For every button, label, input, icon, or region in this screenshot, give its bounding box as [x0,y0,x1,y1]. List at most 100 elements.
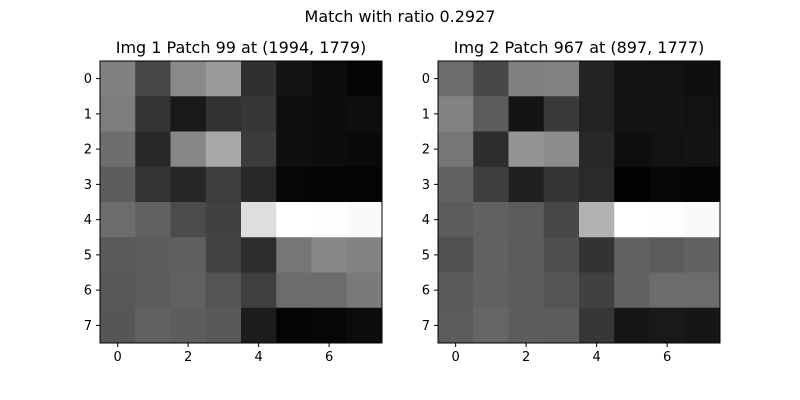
heatmap-cell [346,166,383,203]
heatmap-cell [100,96,136,132]
heatmap-cell [438,96,474,132]
heatmap-cell [614,131,650,168]
y-tick-label: 5 [422,248,430,263]
heatmap-cell [100,202,136,238]
heatmap-cell [684,131,721,168]
heatmap-cell [205,237,242,273]
heatmap-cell [135,202,171,238]
heatmap-cell [473,237,509,273]
heatmap-cell [543,61,580,97]
heatmap-cell [276,131,312,168]
heatmap-cell [276,202,312,238]
heatmap-cell [205,202,242,238]
x-tick-label: 4 [592,350,600,365]
heatmap-cell [614,61,650,97]
x-tick-label: 6 [663,350,671,365]
x-tick-label: 2 [184,350,192,365]
y-tick-label: 2 [422,143,430,158]
heatmap-cell [100,131,136,168]
heatmap-cell [508,61,545,97]
y-tick-label: 3 [422,178,430,193]
heatmap-cell [543,272,580,309]
x-tick-label: 4 [254,350,262,365]
panel-title: Img 1 Patch 99 at (1994, 1779) [116,38,367,57]
heatmap-cell [100,307,136,344]
heatmap-cell [135,166,171,203]
y-tick-label: 0 [84,72,92,87]
heatmap-cell [579,202,615,238]
axes-frame [437,60,721,344]
heatmap-cell [205,61,242,97]
heatmap-cell [311,237,348,273]
heatmap-cell [614,307,650,344]
heatmap-cell [276,237,312,273]
heatmap-cell [241,202,277,238]
y-tick-label: 6 [422,284,430,299]
heatmap-cell [473,131,509,168]
heatmap-cell [684,96,721,132]
heatmap-cell [276,272,312,309]
heatmap-cell [205,166,242,203]
heatmap-cell [508,272,545,309]
heatmap-cell [241,166,277,203]
heatmap-cell [473,61,509,97]
heatmap-cell [684,237,721,273]
heatmap-cell [135,307,171,344]
y-tick-label: 7 [84,319,92,334]
heatmap-cell [170,202,207,238]
heatmap-cell [438,202,474,238]
heatmap-cell [579,307,615,344]
heatmap-cell [508,202,545,238]
heatmap-cell [276,166,312,203]
y-tick-label: 7 [422,319,430,334]
x-tick-label: 0 [451,350,459,365]
heatmap-cell [100,166,136,203]
heatmap-cell [438,307,474,344]
y-tick-label: 4 [84,213,92,228]
heatmap-cell [684,166,721,203]
heatmap-cell [473,96,509,132]
heatmap-cell [438,61,474,97]
heatmap-cell [579,131,615,168]
heatmap-cell [205,272,242,309]
heatmap-cell [543,96,580,132]
y-tick-label: 1 [422,107,430,122]
heatmap-cell [438,131,474,168]
heatmap-cell [543,237,580,273]
heatmap-cell [508,96,545,132]
y-tick-label: 1 [84,107,92,122]
heatmap-cell [241,237,277,273]
heatmap-cell [241,61,277,97]
heatmap-cell [543,202,580,238]
heatmap-cell [241,131,277,168]
heatmap-cell [614,237,650,273]
heatmap-cell [579,237,615,273]
heatmap-cell [241,96,277,132]
heatmap-cell [205,96,242,132]
heatmap-cell [311,61,348,97]
panel-title: Img 2 Patch 967 at (897, 1777) [454,38,705,57]
heatmap-cell [170,237,207,273]
y-tick-label: 2 [84,143,92,158]
heatmap-cell [614,272,650,309]
heatmap-cell [346,61,383,97]
heatmap-cell [241,272,277,309]
heatmap-cell [649,272,686,309]
heatmap-cell [276,96,312,132]
heatmap-cell [100,272,136,309]
heatmap-cell [614,202,650,238]
heatmap-cell [473,272,509,309]
heatmap-cell [614,166,650,203]
heatmap-cell [579,272,615,309]
heatmap-cell [649,237,686,273]
heatmap-cell [170,96,207,132]
heatmap-cell [100,61,136,97]
heatmap-cell [205,307,242,344]
heatmap-cell [649,96,686,132]
heatmap-panel-img1: Img 1 Patch 99 at (1994, 1779) 0 2 4 6 0 1 2 3 4 5… [84,38,383,365]
heatmap-cell [473,202,509,238]
heatmap-cell [684,202,721,238]
heatmap-panel-img2: Img 2 Patch 967 at (897, 1777) 0 2 4 6 0 1 2 3 4 5… [422,38,721,365]
heatmap-cell [170,272,207,309]
heatmap-cell [438,272,474,309]
